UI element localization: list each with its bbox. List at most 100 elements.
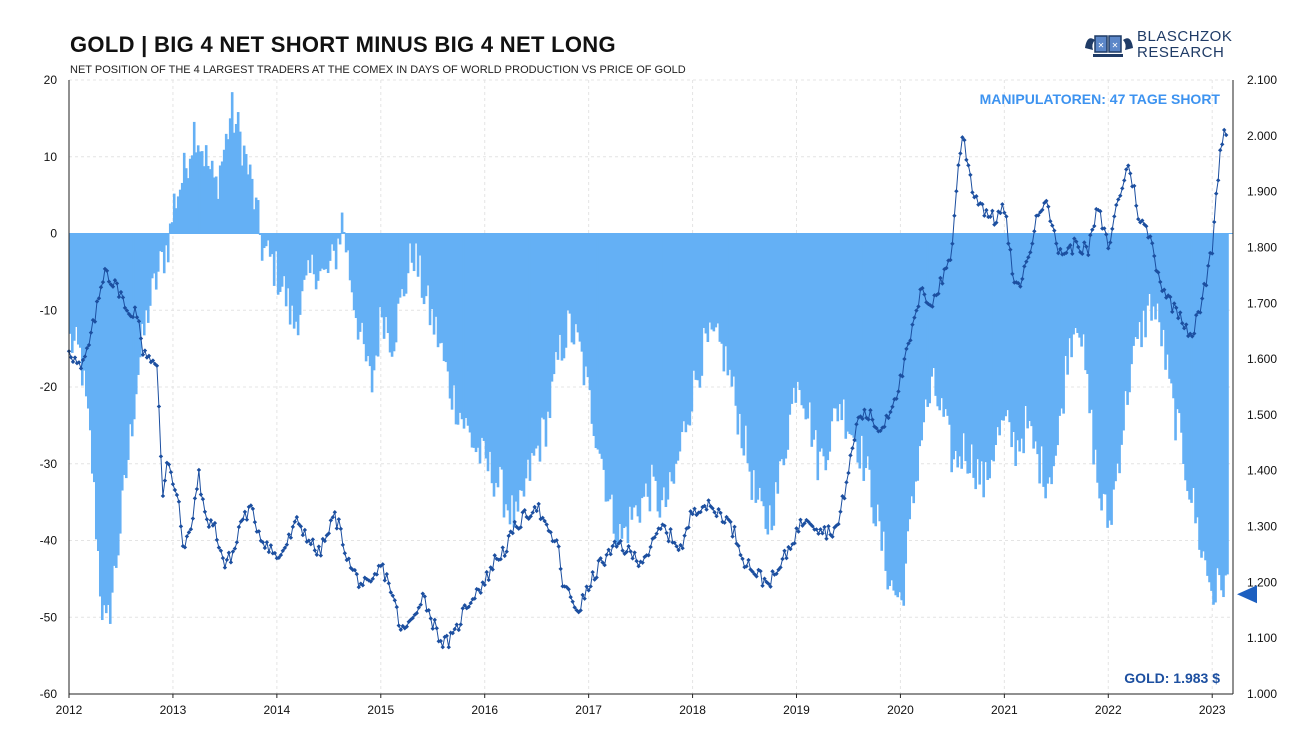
bar xyxy=(1004,233,1007,417)
bar xyxy=(414,233,418,244)
bar xyxy=(1206,233,1209,576)
bar xyxy=(376,233,380,357)
axes xyxy=(68,80,1234,695)
bar xyxy=(786,233,790,450)
bar xyxy=(1050,233,1053,485)
left-tick-label: -10 xyxy=(40,303,58,317)
price-point xyxy=(712,510,717,515)
bar xyxy=(176,196,180,234)
bar xyxy=(646,233,650,497)
bar xyxy=(562,233,566,359)
price-point xyxy=(1044,198,1049,204)
bar xyxy=(906,233,910,532)
bar xyxy=(1054,233,1057,456)
price-point xyxy=(76,360,82,365)
price-point xyxy=(620,548,625,553)
price-point xyxy=(302,527,308,533)
price-point xyxy=(1188,331,1193,337)
bar xyxy=(214,176,218,234)
bar xyxy=(478,233,482,464)
bar xyxy=(318,233,322,272)
bar xyxy=(996,233,999,428)
bar xyxy=(476,233,480,448)
bar xyxy=(1126,233,1129,405)
bar xyxy=(630,233,634,520)
price-point xyxy=(130,314,136,320)
bar xyxy=(274,233,278,252)
price-point xyxy=(1020,276,1025,282)
bar xyxy=(326,233,330,274)
price-point xyxy=(794,526,799,531)
bar xyxy=(820,233,824,449)
bar xyxy=(664,233,668,508)
price-point xyxy=(622,551,627,556)
price-point xyxy=(434,626,439,631)
price-point xyxy=(570,599,575,604)
price-point xyxy=(986,214,991,220)
price-point xyxy=(902,356,907,362)
bar xyxy=(986,233,989,480)
price-point xyxy=(504,549,509,554)
bar xyxy=(470,233,474,448)
bar xyxy=(1044,233,1047,499)
price-point xyxy=(72,355,78,360)
bar xyxy=(780,233,784,460)
bar xyxy=(1096,233,1099,483)
price-point xyxy=(78,366,84,371)
price-point xyxy=(532,504,537,510)
price-point xyxy=(178,524,184,529)
price-point xyxy=(446,644,451,650)
price-point xyxy=(870,417,875,422)
price-point xyxy=(580,592,585,598)
bar xyxy=(1088,233,1091,414)
price-point xyxy=(248,503,254,508)
bar xyxy=(448,233,452,399)
bar xyxy=(324,233,328,269)
price-point xyxy=(190,516,196,521)
right-tick-label: 1.200 xyxy=(1247,575,1277,589)
bar xyxy=(702,233,706,328)
bar xyxy=(1008,233,1011,423)
price-point xyxy=(222,565,228,570)
bar xyxy=(1146,233,1149,306)
price-point xyxy=(666,539,671,544)
bar xyxy=(1182,233,1185,465)
bar xyxy=(400,233,404,290)
bar xyxy=(1030,233,1033,427)
price-point xyxy=(1180,321,1185,326)
bar xyxy=(80,233,84,386)
price-point xyxy=(1002,210,1007,215)
price-point xyxy=(628,549,633,554)
bar xyxy=(922,233,926,423)
bar xyxy=(970,233,973,445)
bar xyxy=(612,233,616,534)
bar xyxy=(216,198,220,234)
price-point xyxy=(1102,226,1107,231)
price-point xyxy=(486,577,491,583)
bar xyxy=(268,233,272,257)
bar xyxy=(848,233,852,435)
bar xyxy=(602,233,606,470)
price-point xyxy=(750,569,755,574)
bar xyxy=(766,233,770,535)
bar xyxy=(580,233,584,352)
bar xyxy=(654,233,658,481)
price-point xyxy=(910,322,915,327)
price-point xyxy=(210,523,216,528)
bar xyxy=(130,233,134,437)
price-point xyxy=(272,550,278,556)
bar xyxy=(810,233,814,447)
bar xyxy=(662,233,666,488)
bar xyxy=(416,233,420,277)
price-point xyxy=(170,481,176,487)
bar xyxy=(832,233,836,409)
bar xyxy=(808,233,812,403)
bar xyxy=(826,233,830,461)
price-point xyxy=(496,557,501,562)
bar xyxy=(864,233,868,469)
right-tick-label: 1.500 xyxy=(1247,408,1277,422)
bar xyxy=(330,233,334,245)
bar xyxy=(900,233,904,601)
bar xyxy=(186,178,190,234)
left-tick-label: -30 xyxy=(40,457,58,471)
